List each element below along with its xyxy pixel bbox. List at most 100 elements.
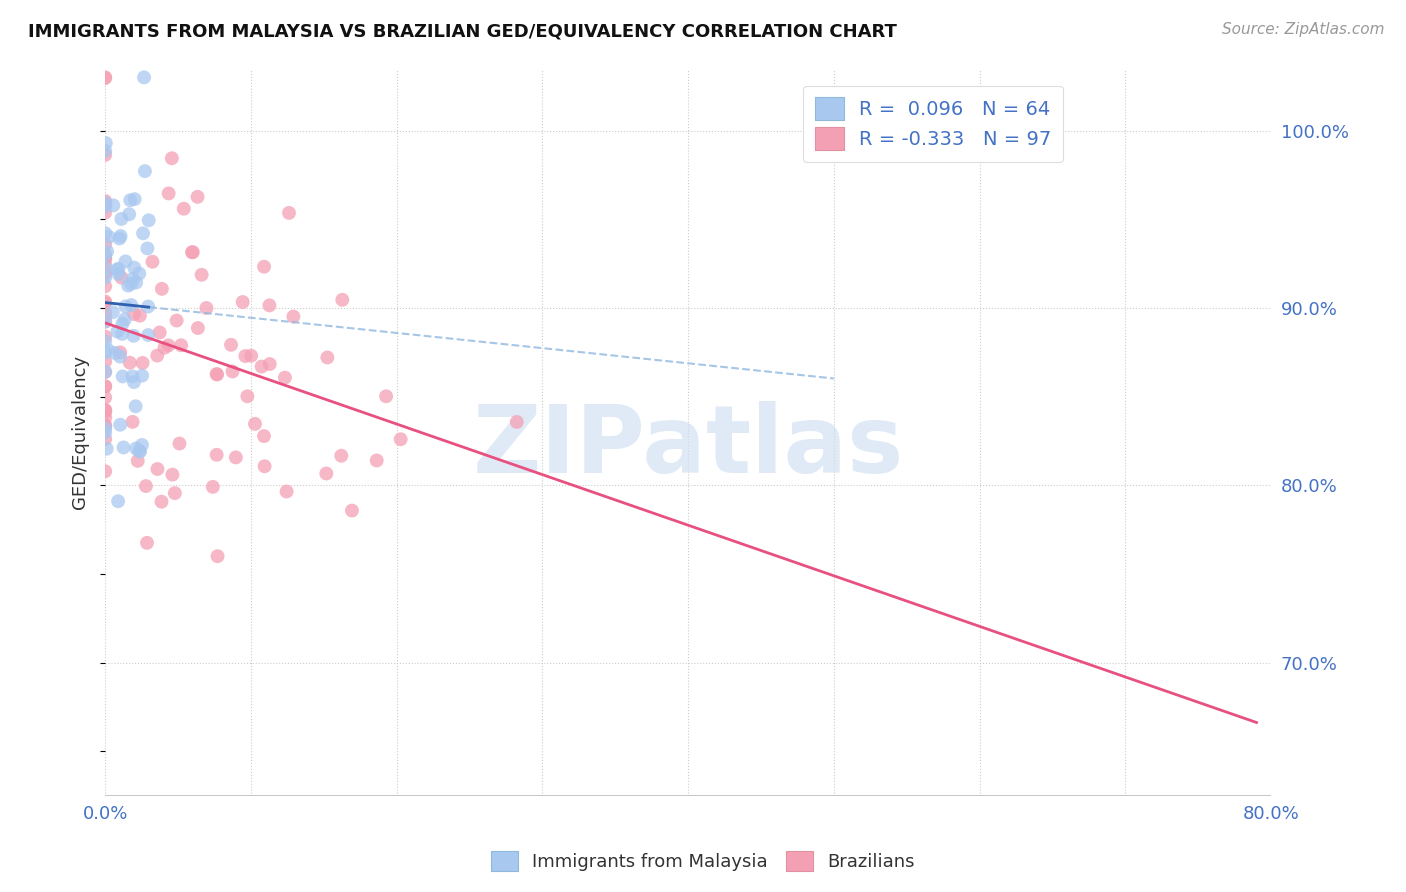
Point: [128, 444, 150, 458]
Point: [94, 432, 117, 446]
Point: [94, 248, 117, 262]
Point: [135, 479, 157, 493]
Point: [506, 415, 529, 429]
Point: [112, 441, 135, 455]
Point: [233, 349, 256, 363]
Point: [107, 494, 129, 508]
Point: [94, 252, 117, 266]
Point: [330, 449, 353, 463]
Point: [94, 251, 117, 265]
Point: [94, 365, 117, 379]
Point: [94, 200, 117, 214]
Point: [124, 399, 146, 413]
Point: [120, 277, 142, 291]
Point: [122, 375, 145, 389]
Point: [94, 296, 117, 310]
Point: [169, 436, 191, 450]
Text: Source: ZipAtlas.com: Source: ZipAtlas.com: [1222, 22, 1385, 37]
Point: [94, 194, 117, 208]
Point: [103, 198, 125, 212]
Point: [375, 389, 398, 403]
Point: [94, 354, 117, 368]
Point: [259, 298, 281, 312]
Point: [94, 279, 117, 293]
Point: [315, 467, 337, 481]
Point: [131, 368, 153, 383]
Point: [134, 164, 156, 178]
Point: [276, 484, 298, 499]
Point: [146, 462, 169, 476]
Point: [136, 300, 159, 314]
Point: [94, 260, 117, 275]
Point: [121, 369, 143, 384]
Point: [163, 486, 186, 500]
Point: [94, 379, 117, 393]
Point: [136, 241, 159, 255]
Point: [122, 307, 145, 321]
Point: [118, 356, 141, 370]
Point: [97, 230, 120, 244]
Point: [186, 190, 208, 204]
Point: [236, 389, 259, 403]
Point: [108, 345, 131, 359]
Point: [219, 338, 242, 352]
Point: [94, 410, 117, 425]
Point: [125, 442, 148, 456]
Point: [121, 272, 143, 286]
Point: [274, 370, 297, 384]
Point: [94, 345, 117, 359]
Point: [101, 305, 124, 319]
Point: [253, 459, 276, 474]
Point: [221, 364, 243, 378]
Point: [94, 418, 117, 433]
Point: [124, 192, 146, 206]
Point: [110, 229, 132, 244]
Point: [170, 338, 193, 352]
Point: [94, 148, 117, 162]
Point: [149, 326, 172, 340]
Point: [389, 432, 412, 446]
Point: [94, 237, 117, 252]
Point: [207, 549, 229, 564]
Point: [94, 257, 117, 271]
Point: [94, 334, 117, 349]
Point: [94, 144, 117, 158]
Point: [94, 329, 117, 343]
Point: [190, 268, 212, 282]
Point: [94, 379, 117, 393]
Point: [150, 494, 173, 508]
Point: [120, 298, 142, 312]
Point: [225, 450, 247, 465]
Legend: Immigrants from Malaysia, Brazilians: Immigrants from Malaysia, Brazilians: [484, 844, 922, 879]
Point: [94, 248, 117, 262]
Legend: R =  0.096   N = 64, R = -0.333   N = 97: R = 0.096 N = 64, R = -0.333 N = 97: [803, 86, 1063, 161]
Point: [96, 244, 118, 259]
Point: [232, 295, 254, 310]
Point: [94, 196, 117, 211]
Point: [201, 480, 224, 494]
Point: [105, 325, 128, 339]
Point: [157, 186, 180, 201]
Y-axis label: GED/Equivalency: GED/Equivalency: [72, 355, 89, 509]
Point: [94, 403, 117, 417]
Point: [132, 70, 155, 85]
Point: [114, 254, 136, 268]
Point: [187, 321, 209, 335]
Point: [94, 425, 117, 440]
Point: [96, 442, 118, 456]
Point: [94, 270, 117, 285]
Point: [146, 349, 169, 363]
Point: [253, 429, 276, 443]
Point: [138, 213, 160, 227]
Point: [283, 310, 305, 324]
Point: [118, 207, 141, 221]
Point: [153, 341, 176, 355]
Text: ZIPatlas: ZIPatlas: [472, 401, 904, 492]
Point: [250, 359, 273, 374]
Point: [122, 329, 145, 343]
Point: [105, 262, 128, 277]
Point: [132, 227, 155, 241]
Point: [150, 282, 173, 296]
Point: [128, 309, 150, 323]
Point: [110, 270, 132, 285]
